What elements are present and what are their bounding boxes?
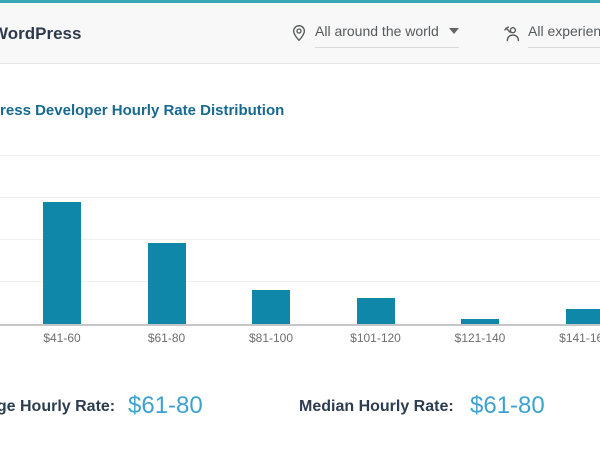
- x-tick-label: $101-120: [350, 331, 401, 345]
- x-tick-label: $41-60: [43, 331, 81, 345]
- median-rate-value: $61-80: [470, 392, 545, 419]
- gridline: [0, 281, 600, 282]
- top-accent-strip: [0, 0, 600, 3]
- location-filter-dropdown[interactable]: All around the world: [291, 23, 459, 48]
- bar-$61-80: [147, 243, 186, 324]
- gridline: [0, 155, 600, 156]
- gridline: [0, 239, 600, 240]
- map-pin-icon: [291, 24, 307, 42]
- x-tick-label: $141-160: [559, 331, 600, 345]
- x-tick-label: $81-100: [248, 331, 294, 345]
- chart-title: WordPress Developer Hourly Rate Distribu…: [0, 102, 285, 119]
- page-title: WordPress: [0, 24, 82, 43]
- bar-$41-60: [43, 202, 81, 324]
- x-tick-label: $121-140: [454, 331, 506, 345]
- location-filter-label: All around the world: [315, 23, 439, 39]
- bar-$141-160: [565, 309, 600, 324]
- bar-$121-140: [461, 319, 499, 324]
- experience-filter-dropdown[interactable]: All experien: [503, 23, 600, 48]
- average-rate-label: Average Hourly Rate:: [0, 398, 116, 415]
- bar-$101-120: [356, 297, 395, 324]
- location-filter-value: All around the world: [315, 23, 459, 48]
- average-rate-value: $61-80: [128, 392, 203, 419]
- x-axis-tick-labels: $41-60 $61-80 $81-100 $101-120 $121-140 $141-…: [0, 331, 600, 347]
- x-axis-line: [0, 324, 600, 326]
- gridline: [0, 197, 600, 198]
- median-rate-label: Median Hourly Rate:: [299, 398, 454, 415]
- chevron-down-icon: [448, 28, 459, 34]
- bar-chart-plot-area: [0, 130, 600, 326]
- x-tick-label: $61-80: [147, 331, 186, 345]
- page-header: WordPress All around the world All ex: [0, 3, 600, 64]
- bar-$81-100: [252, 289, 290, 324]
- experience-filter-value: All experien: [528, 23, 600, 48]
- person-raising-hand-icon: [503, 24, 520, 42]
- experience-filter-label: All experien: [528, 23, 600, 39]
